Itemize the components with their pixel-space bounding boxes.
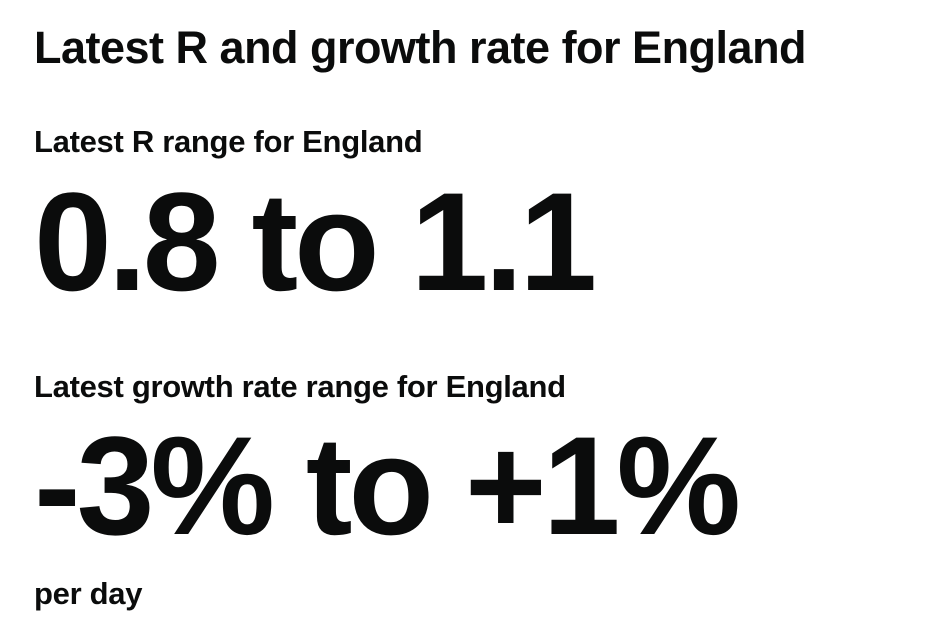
growth-rate-label: Latest growth rate range for England (34, 369, 566, 404)
page-title: Latest R and growth rate for England (34, 22, 807, 73)
r-range-value: 0.8 to 1.1 (34, 163, 597, 320)
r-range-label: Latest R range for England (34, 124, 423, 159)
growth-rate-unit: per day (34, 576, 143, 611)
growth-rate-value: -3% to +1% (34, 407, 741, 564)
